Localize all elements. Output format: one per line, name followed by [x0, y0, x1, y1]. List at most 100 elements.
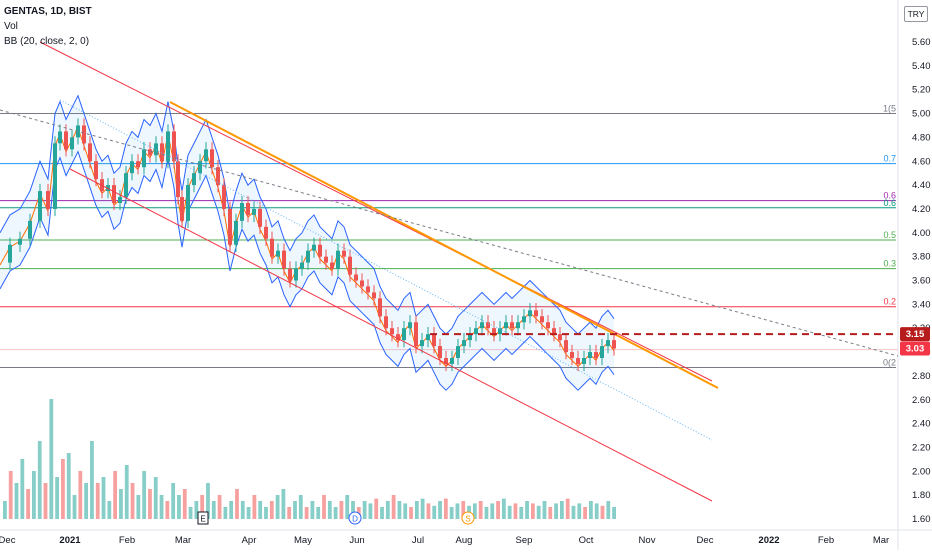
- candle-body: [186, 185, 190, 221]
- volume-bar: [264, 507, 268, 519]
- candle-body: [336, 250, 340, 269]
- event-label: S: [465, 515, 470, 524]
- volume-bar: [559, 501, 564, 519]
- candle-body: [564, 340, 568, 353]
- volume-bar: [136, 495, 141, 519]
- volume-bar: [171, 483, 176, 519]
- candle-body: [402, 328, 406, 341]
- candle-body: [576, 358, 580, 364]
- candle-body: [180, 197, 184, 221]
- volume-bar: [484, 507, 489, 519]
- volume-bar: [124, 465, 129, 519]
- event-box: [197, 511, 209, 525]
- candle-body: [28, 220, 32, 239]
- volume-bar: [142, 471, 147, 519]
- candle-body: [192, 173, 196, 186]
- candle-body: [276, 250, 280, 257]
- y-tick-label: 5.60: [912, 37, 931, 48]
- x-tick-label: Nov: [639, 535, 656, 546]
- fib-level-label: 1(5: [883, 104, 896, 114]
- symbol-title[interactable]: GENTAS, 1D, BIST: [4, 6, 92, 17]
- volume-bar: [281, 489, 286, 519]
- candle-body: [594, 352, 598, 359]
- y-tick-label: 4.80: [912, 132, 931, 143]
- candle-body: [8, 244, 12, 263]
- candle-body: [124, 173, 128, 198]
- volume-bar: [322, 495, 326, 519]
- volume-bar: [310, 501, 315, 519]
- candle-body: [420, 340, 424, 347]
- chart-legend: GENTAS, 1D, BIST Vol BB (20, close, 2, 0…: [4, 4, 92, 49]
- candle-body: [438, 346, 442, 359]
- volume-bar: [577, 503, 582, 519]
- candle-body: [408, 322, 412, 329]
- y-tick-label: 5.40: [912, 61, 931, 72]
- volume-bar: [571, 505, 576, 519]
- volume-bar: [107, 501, 112, 519]
- currency-badge[interactable]: TRY: [904, 6, 928, 22]
- candle-body: [510, 322, 514, 329]
- candle-body: [252, 208, 256, 215]
- y-tick-label: 5.20: [912, 85, 931, 96]
- volume-bar: [223, 507, 228, 519]
- y-tick-label: 2.00: [912, 466, 931, 477]
- volume-bar: [327, 501, 332, 519]
- candle-body: [588, 352, 592, 359]
- candle-body: [204, 149, 208, 162]
- channel-mid-line: [59, 99, 713, 441]
- candle-body: [154, 143, 158, 156]
- candle-body: [480, 322, 484, 329]
- volume-bar: [26, 489, 31, 519]
- x-tick-label: Mar: [175, 535, 191, 546]
- candle-body: [142, 149, 146, 168]
- volume-bar: [90, 441, 94, 519]
- volume-bar: [548, 507, 553, 519]
- volume-bar: [304, 507, 309, 519]
- volume-bar: [600, 505, 605, 519]
- price-tag-label: 3.15: [906, 329, 925, 340]
- candle-body: [46, 191, 50, 209]
- volume-bar: [554, 503, 558, 519]
- volume-bar: [3, 501, 7, 519]
- candle-body: [70, 137, 74, 150]
- candle-body: [582, 358, 586, 364]
- volume-bar: [211, 501, 216, 519]
- x-tick-label: Dec: [697, 535, 714, 546]
- event-label: D: [352, 515, 358, 524]
- candle-body: [58, 131, 62, 144]
- fib-level-label: 0(2: [883, 358, 896, 368]
- candle-body: [130, 161, 134, 174]
- candle-body: [18, 238, 22, 245]
- price-tag-box: [900, 341, 930, 356]
- volume-bar: [269, 501, 274, 519]
- volume-bar: [519, 507, 524, 519]
- y-tick-label: 2.40: [912, 419, 931, 430]
- volume-bar: [287, 507, 292, 519]
- candle-body: [228, 208, 232, 245]
- y-tick-label: 4.20: [912, 204, 931, 215]
- volume-bar: [426, 503, 431, 519]
- candle-body: [264, 226, 268, 239]
- candle-body: [136, 161, 140, 168]
- candle-body: [198, 161, 202, 174]
- volume-indicator-label[interactable]: Vol: [4, 21, 18, 32]
- candle-body: [600, 346, 604, 359]
- candle-body: [522, 316, 526, 323]
- volume-bar: [182, 489, 187, 519]
- volume-bar: [414, 501, 419, 519]
- volume-bar: [391, 495, 396, 519]
- volume-bar: [345, 495, 350, 519]
- volume-bar: [130, 483, 135, 519]
- volume-bar: [194, 501, 199, 519]
- candle-body: [492, 328, 496, 335]
- volume-bar: [472, 503, 477, 519]
- fib-level-label: 0.6: [883, 191, 896, 201]
- volume-bar: [606, 501, 611, 519]
- candle-body: [118, 197, 122, 203]
- volume-bar: [432, 505, 437, 519]
- volume-bar: [275, 495, 280, 519]
- bollinger-indicator-label[interactable]: BB (20, close, 2, 0): [4, 36, 90, 47]
- y-tick-label: 2.60: [912, 395, 931, 406]
